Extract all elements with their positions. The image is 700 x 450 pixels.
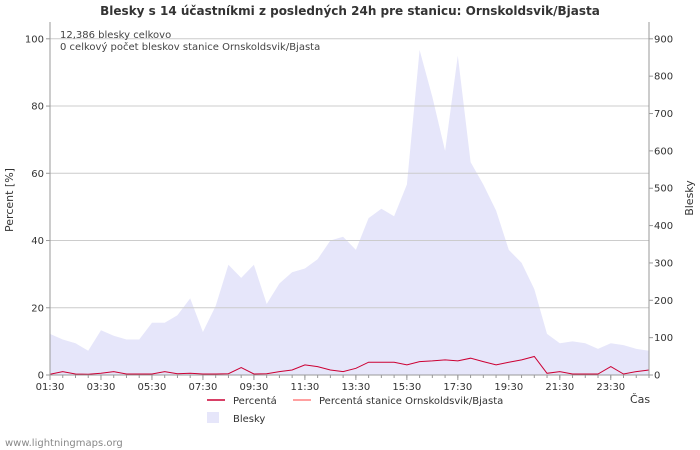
legend-percent-label: Percentá: [233, 395, 277, 407]
percent-line: [49, 355, 650, 375]
x-tick-label: 11:30: [290, 382, 319, 393]
x-tick-label: 17:30: [443, 382, 472, 393]
annotation-total-strikes: 12,386 blesky celkovo: [60, 30, 171, 41]
y-left-tick-label: 100: [25, 34, 44, 45]
y-right-tick-label: 100: [654, 333, 673, 344]
x-tick-label: 01:30: [36, 382, 65, 393]
footer-watermark: www.lightningmaps.org: [5, 438, 123, 449]
x-tick-label: 21:30: [545, 382, 574, 393]
y-right-tick-label: 500: [654, 184, 673, 195]
y-right-tick-label: 300: [654, 258, 673, 269]
y-right-tick-label: 600: [654, 146, 673, 157]
y-axis-left-label: Percent [%]: [3, 168, 16, 232]
x-tick-label: 13:30: [341, 382, 370, 393]
y-left-tick-label: 0: [38, 371, 44, 382]
legend-blesky-swatch: [207, 412, 219, 423]
x-tick-label: 15:30: [392, 382, 421, 393]
x-tick-label: 07:30: [189, 382, 218, 393]
y-right-tick-label: 700: [654, 109, 673, 120]
y-right-tick-label: 400: [654, 221, 673, 232]
y-right-tick-label: 0: [654, 371, 660, 382]
legend-station-percent-label: Percentá stanice Ornskoldsvik/Bjasta: [319, 395, 503, 407]
y-left-tick-label: 60: [31, 169, 44, 180]
x-tick-label: 03:30: [87, 382, 116, 393]
y-left-tick-label: 40: [31, 236, 44, 247]
y-left-tick-label: 80: [31, 102, 44, 113]
x-tick-label: 09:30: [240, 382, 269, 393]
x-tick-label: 23:30: [596, 382, 625, 393]
legend-blesky-label: Blesky: [233, 414, 265, 425]
x-axis-label: Čas: [630, 393, 650, 406]
y-right-tick-label: 900: [654, 34, 673, 45]
grid-layer: [50, 38, 649, 309]
x-tick-label: 19:30: [494, 382, 523, 393]
blesky-area-layer: [50, 50, 649, 375]
y-right-tick-label: 200: [654, 296, 673, 307]
y-left-tick-label: 20: [31, 303, 44, 314]
tick-layer: 0 20 40 60 80 100 0 100 200 300 400 500 600 700 800 900…: [25, 34, 673, 393]
y-axis-right-label: Blesky: [683, 180, 696, 216]
percent-line-layer: [49, 355, 650, 375]
blesky-area: [50, 50, 649, 375]
x-tick-label: 05:30: [138, 382, 167, 393]
y-right-tick-label: 800: [654, 72, 673, 83]
chart-title: Blesky s 14 účastníkmi z posledných 24h …: [100, 4, 600, 18]
annotation-station-strikes: 0 celkový počet bleskov stanice Ornskold…: [60, 41, 320, 53]
